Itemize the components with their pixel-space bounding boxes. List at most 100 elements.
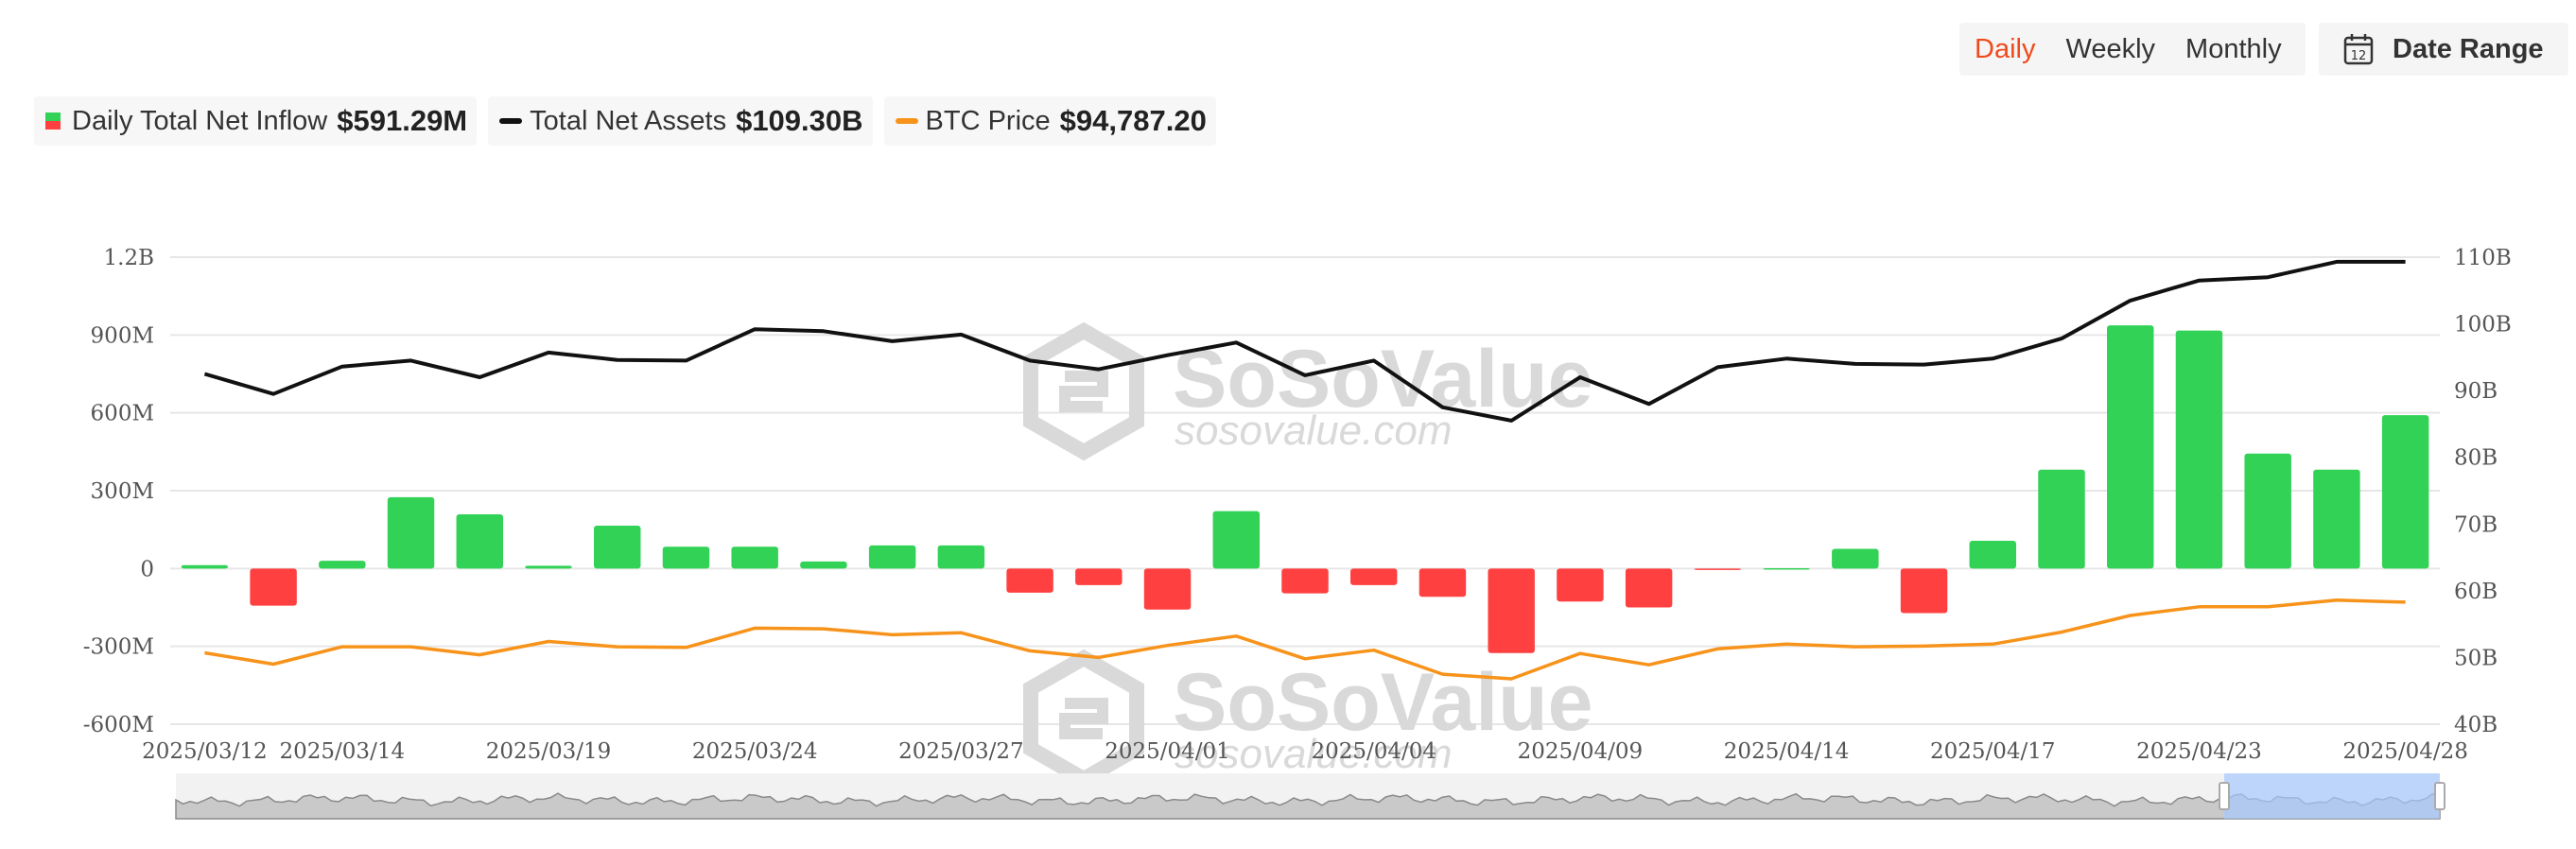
btc-price-swatch-icon [895,118,918,124]
net-assets-swatch-icon [499,118,523,124]
inflow-bar [937,545,985,569]
range-navigator [175,773,2445,820]
period-toggle: Daily Weekly Monthly [1959,23,2306,76]
legend-value: $109.30B [736,104,863,137]
inflow-swatch-icon [45,113,61,130]
inflow-bar [2175,330,2223,569]
inflow-bar [1488,568,1535,653]
x-axis-labels: 2025/03/12 2025/03/14 2025/03/19 2025/03/24… [142,739,2468,764]
inflow-bar [1832,548,1879,569]
y-right-tick-label: 50B [2454,646,2498,670]
inflow-bar [868,545,916,569]
y-right-tick-label: 90B [2454,379,2498,404]
series-lines [203,259,2406,681]
inflow-bar [1694,568,1742,570]
x-tick-label: 2025/04/23 [2136,739,2262,764]
inflow-bar [1557,568,1604,602]
legend-item-net-inflow[interactable]: Daily Total Net Inflow $591.29M [34,96,478,146]
date-range-label: Date Range [2393,33,2544,64]
y-right-tick-label: 100B [2454,313,2512,338]
left-axis-labels: -600M -300M 0 300M 600M 900M 1.2B [83,246,154,737]
right-axis-labels: 40B 50B 60B 70B 80B 90B 100B 110B [2454,246,2512,737]
navigator-handle [2434,782,2445,810]
inflow-bar [800,561,847,569]
period-monthly-button[interactable]: Monthly [2185,33,2282,64]
inflow-bar [250,568,297,606]
inflow-bar [2244,453,2291,569]
inflow-bar [2381,415,2429,569]
watermark-site: sosovalue.com [1175,407,1452,454]
inflow-bar [1625,568,1673,608]
x-tick-label: 2025/04/14 [1724,739,1850,764]
y-right-tick-label: 40B [2454,713,2498,737]
inflow-bar [456,513,503,569]
x-tick-label: 2025/03/24 [692,739,818,764]
watermark-top: SoSoValue sosovalue.com [1023,321,1593,461]
legend-name: Total Net Assets [530,105,727,136]
x-tick-label: 2025/04/17 [1930,739,2056,764]
inflow-bar [1969,540,2016,569]
inflow-bar [2313,469,2360,569]
inflow-bar [1143,568,1192,610]
y-right-tick-label: 80B [2454,446,2498,471]
inflow-bar [1419,568,1467,598]
watermark-brand: SoSoValue [1173,657,1593,748]
svg-text:12: 12 [2351,49,2367,63]
inflow-bar [731,546,778,569]
inflow-bar [662,546,710,569]
inflow-bar [1006,568,1053,593]
inflow-bar [1212,511,1260,569]
date-range-button[interactable]: 12 Date Range [2319,23,2568,76]
inflow-bars [181,325,2429,653]
legend-item-net-assets[interactable]: Total Net Assets $109.30B [488,96,873,146]
y-left-tick-label: 0 [140,557,154,581]
net-assets-line [203,259,2406,423]
inflow-bar [594,526,641,569]
y-right-tick-label: 110B [2454,246,2512,270]
inflow-bar [387,496,435,569]
inflow-bar [1763,568,1810,570]
y-right-tick-label: 70B [2454,512,2498,537]
legend-name: Daily Total Net Inflow [72,105,328,136]
watermarks: SoSoValue sosovalue.com SoSoValue sosova… [1023,321,1593,788]
x-tick-label: 2025/04/09 [1518,739,1644,764]
inflow-bar [1900,568,1948,614]
inflow-bar [319,561,366,569]
grid-lines [170,256,2440,725]
y-right-tick-label: 60B [2454,580,2498,604]
x-tick-label: 2025/04/28 [2342,739,2468,764]
navigator-selection [2224,773,2440,819]
y-left-tick-label: 300M [91,479,154,504]
x-tick-label: 2025/03/14 [280,739,406,764]
y-left-tick-label: -300M [83,635,154,660]
y-left-tick-label: -600M [83,713,154,737]
inflow-bar [2107,325,2154,569]
inflow-bar [2038,469,2085,569]
watermark-bottom: SoSoValue sosovalue.com [1023,649,1593,788]
period-daily-button[interactable]: Daily [1975,33,2036,64]
btc-price-line [204,598,2406,681]
legend-name: BTC Price [925,105,1051,136]
legend-item-btc-price[interactable]: BTC Price $94,787.20 [883,96,1216,146]
period-weekly-button[interactable]: Weekly [2065,33,2156,64]
x-tick-label: 2025/04/01 [1105,739,1230,764]
inflow-bar [1350,568,1398,585]
navigator-handle [2219,782,2230,810]
x-tick-label: 2025/03/19 [486,739,612,764]
y-left-tick-label: 900M [91,323,154,348]
watermark-site: sosovalue.com [1175,731,1452,777]
inflow-bar [1075,568,1123,585]
calendar-icon: 12 [2343,34,2374,65]
watermark-brand: SoSoValue [1173,334,1593,424]
inflow-bar [1281,568,1329,594]
inflow-bar [181,564,229,569]
inflow-bar [525,565,572,569]
x-tick-label: 2025/03/27 [898,739,1024,764]
chart-legend: Daily Total Net Inflow $591.29M Total Ne… [34,96,1227,146]
navigator-mini-chart [175,792,2441,820]
x-tick-label: 2025/03/12 [142,739,268,764]
legend-value: $591.29M [337,104,468,137]
y-left-tick-label: 600M [91,402,154,426]
legend-value: $94,787.20 [1059,104,1207,137]
